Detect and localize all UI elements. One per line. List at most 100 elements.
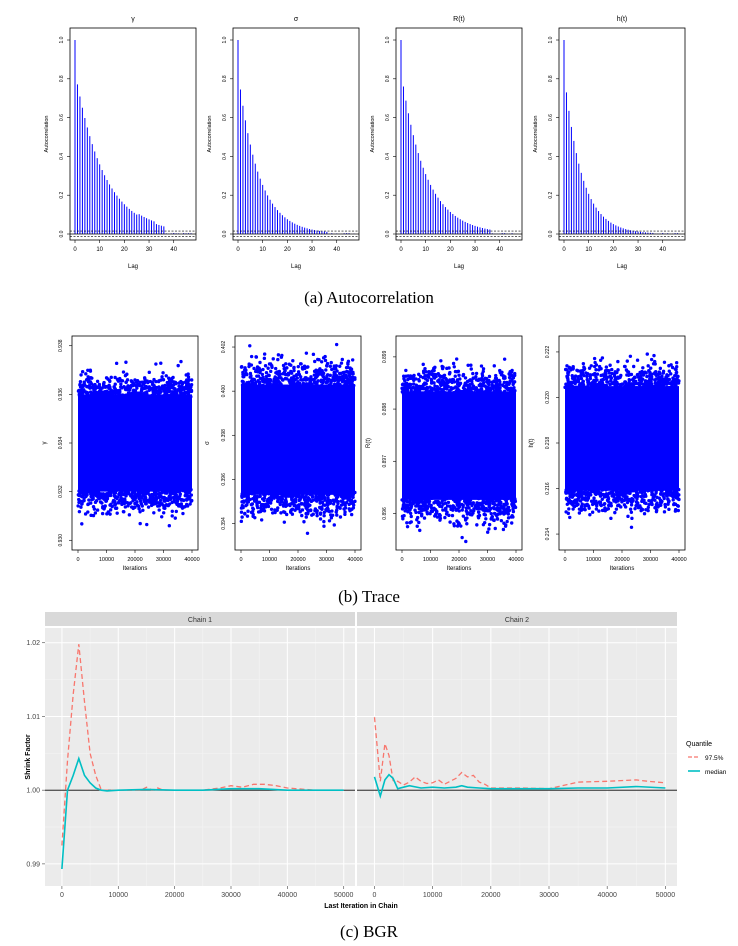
- trace-point: [76, 504, 80, 508]
- trace-point: [136, 393, 140, 398]
- trace-point: [484, 385, 489, 390]
- trace-point: [418, 387, 422, 392]
- trace-point: [589, 364, 593, 368]
- trace-point: [665, 386, 669, 390]
- trace-point: [466, 498, 471, 503]
- trace-point: [251, 507, 256, 511]
- trace-point: [334, 374, 338, 379]
- trace-point: [453, 369, 458, 374]
- trace-point: [409, 389, 413, 393]
- trace-point: [340, 357, 345, 362]
- trace-point: [404, 499, 409, 503]
- trace-point: [181, 511, 185, 516]
- trace-point: [318, 372, 322, 376]
- trace-point: [310, 490, 314, 494]
- trace-point: [185, 487, 189, 492]
- acf-xtick-label: 20: [610, 247, 617, 253]
- trace-point: [319, 497, 324, 501]
- trace-point: [583, 504, 587, 508]
- trace-point: [173, 380, 178, 384]
- trace-point: [141, 490, 145, 494]
- trace-ytick-label: 0.897: [382, 455, 388, 468]
- trace-point: [80, 494, 85, 499]
- acf-panel-4: h(t) Lag Autocorrelation 0.0 0.2 0.4 0.6 0.8 1.0…: [533, 16, 686, 270]
- trace-point: [152, 492, 156, 497]
- trace-point: [97, 382, 102, 387]
- trace-point: [455, 387, 460, 391]
- trace-point: [335, 383, 340, 387]
- trace-point: [446, 500, 451, 505]
- trace-point: [580, 502, 584, 506]
- acf-xlabel: Lag: [291, 264, 301, 270]
- trace-point: [628, 372, 633, 377]
- trace-point: [616, 359, 620, 364]
- trace-point: [654, 385, 658, 389]
- trace-point: [513, 371, 517, 376]
- acf-title: R(t): [453, 16, 465, 23]
- acf-xtick-label: 10: [96, 247, 103, 253]
- trace-point: [258, 360, 262, 365]
- trace-point: [461, 386, 466, 390]
- trace-point: [242, 384, 247, 388]
- trace-point: [586, 372, 590, 376]
- trace-point: [434, 496, 438, 500]
- trace-point: [262, 506, 266, 510]
- trace-ytick-label: 0.400: [221, 385, 227, 398]
- bgr-strip-label: Chain 2: [505, 617, 529, 624]
- trace-point: [161, 371, 165, 375]
- trace-point: [583, 508, 587, 512]
- trace-point: [611, 488, 615, 492]
- trace-point: [281, 504, 286, 508]
- trace-point: [567, 365, 571, 370]
- trace-point: [623, 386, 628, 391]
- trace-point: [506, 392, 511, 396]
- trace-point: [334, 492, 339, 496]
- trace-point: [492, 391, 496, 395]
- acf-xtick-label: 30: [635, 247, 642, 253]
- trace-point: [98, 388, 103, 392]
- trace-point: [300, 508, 305, 512]
- acf-ytick-label: 0.4: [385, 153, 391, 160]
- trace-point: [405, 524, 410, 529]
- bgr-xtick-label: 30000: [221, 892, 241, 899]
- trace-point: [586, 494, 591, 499]
- bgr-xtick-label: 10000: [109, 892, 129, 899]
- trace-point: [133, 488, 137, 493]
- trace-point: [119, 489, 123, 494]
- trace-point: [634, 500, 639, 504]
- trace-point: [170, 390, 175, 394]
- trace-point: [181, 381, 185, 385]
- trace-point: [463, 376, 468, 380]
- trace-point: [489, 511, 493, 516]
- trace-point: [347, 497, 351, 501]
- bgr-xtick-label: 40000: [278, 892, 298, 899]
- trace-xtick-label: 0: [76, 557, 79, 563]
- trace-point: [421, 375, 425, 380]
- trace-panel-4: Iterations h(t) 0.214 0.216 0.218 0.220 0.222 0…: [529, 335, 687, 572]
- trace-point: [404, 374, 408, 378]
- trace-point: [595, 372, 600, 376]
- trace-point: [565, 374, 569, 379]
- trace-point: [305, 492, 309, 496]
- trace-point: [336, 379, 340, 384]
- trace-point: [173, 516, 177, 520]
- trace-point: [479, 364, 484, 368]
- trace-xtick-label: 40000: [508, 557, 523, 563]
- trace-point: [599, 503, 603, 508]
- trace-point: [607, 374, 612, 379]
- trace-point: [508, 373, 512, 377]
- trace-point: [450, 513, 455, 518]
- trace-xtick-label: 30000: [156, 557, 171, 563]
- trace-point: [592, 499, 597, 504]
- trace-ytick-label: 0.899: [382, 350, 388, 363]
- trace-point: [563, 367, 568, 372]
- trace-point: [87, 384, 92, 388]
- trace-point: [413, 498, 417, 502]
- trace-point: [566, 489, 570, 494]
- trace-point: [400, 507, 405, 511]
- trace-point: [317, 368, 321, 372]
- trace-point: [616, 376, 620, 380]
- trace-point: [78, 379, 83, 384]
- trace-point: [400, 386, 404, 391]
- trace-point: [667, 369, 671, 373]
